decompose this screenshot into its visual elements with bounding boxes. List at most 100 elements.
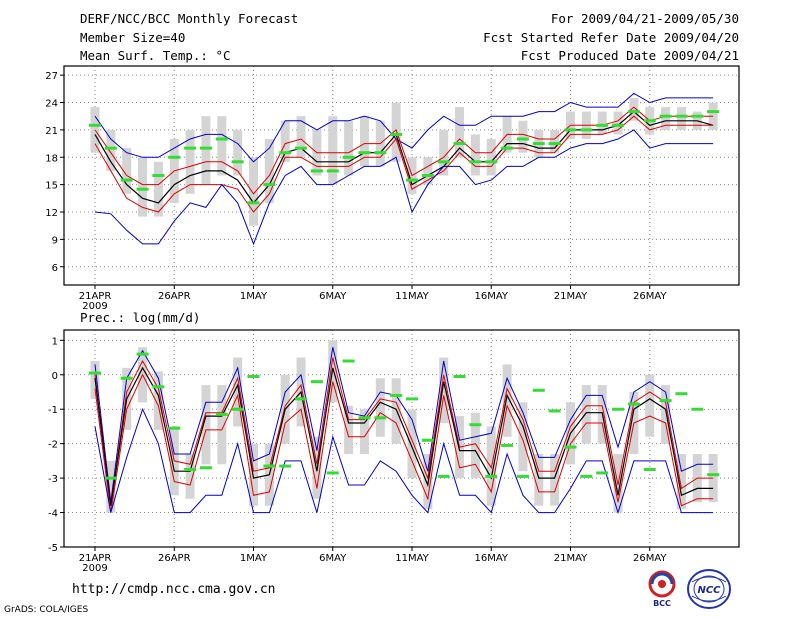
panel1-observed-13 bbox=[295, 146, 308, 150]
panel2-variable-label: Prec.: log(mm/d) bbox=[80, 310, 201, 325]
panel1-box-11 bbox=[264, 139, 274, 203]
panel1-observed-18 bbox=[374, 151, 387, 155]
panel1-box-27 bbox=[518, 120, 528, 153]
panel1-series-min bbox=[94, 129, 714, 246]
panel1-frame bbox=[63, 65, 740, 286]
panel2-series-max bbox=[94, 347, 714, 503]
panel2-observed-17 bbox=[358, 416, 371, 420]
panel1-observed-9 bbox=[231, 160, 244, 164]
panel2-observed-2 bbox=[120, 376, 133, 380]
panel2-xtick-label-0: 21APR bbox=[79, 553, 112, 564]
panel2-observed-25 bbox=[485, 474, 498, 478]
panel1-ytick-label-7: 27 bbox=[45, 71, 58, 82]
panel1-xtick-label-2: 1MAY bbox=[240, 291, 268, 302]
panel2-observed-15 bbox=[326, 471, 339, 475]
panel2-observed-3 bbox=[136, 352, 149, 356]
panel1-box-36 bbox=[661, 107, 671, 130]
panel1-observed-24 bbox=[469, 160, 482, 164]
panel2-box-8 bbox=[217, 385, 227, 465]
panel2-box-19 bbox=[391, 378, 401, 444]
panel1-observed-6 bbox=[184, 146, 197, 150]
panel2-observed-1 bbox=[104, 476, 117, 480]
panel2-ytick-label-5: 0 bbox=[52, 371, 58, 382]
panel2-observed-39 bbox=[707, 473, 720, 477]
panel2-box-4 bbox=[153, 371, 163, 430]
panel1-box-4 bbox=[153, 161, 163, 217]
panel2-observed-32 bbox=[596, 471, 609, 475]
panel2-observed-30 bbox=[564, 445, 577, 449]
panel2-frame bbox=[63, 329, 740, 548]
panel2-observed-18 bbox=[374, 416, 387, 420]
panel2-observed-16 bbox=[342, 359, 355, 363]
panel2-box-16 bbox=[344, 405, 354, 454]
panel1-box-12 bbox=[280, 120, 290, 162]
panel1-observed-10 bbox=[247, 201, 260, 205]
panel2-xtick-label-4: 11MAY bbox=[395, 553, 429, 564]
panel1-box-24 bbox=[470, 134, 480, 176]
panel2-observed-0 bbox=[89, 371, 101, 375]
panel2-ytick-label-4: -1 bbox=[48, 405, 58, 416]
panel1-box-16 bbox=[344, 120, 354, 176]
panel2-box-6 bbox=[185, 454, 195, 499]
panel2-observed-8 bbox=[215, 412, 228, 416]
panel2-observed-28 bbox=[532, 388, 545, 392]
panel2-observed-14 bbox=[310, 380, 323, 384]
panel2-box-22 bbox=[439, 357, 449, 423]
panel1-observed-12 bbox=[279, 151, 292, 155]
panel1-ytick-label-6: 24 bbox=[45, 99, 58, 110]
panel1-box-39 bbox=[708, 102, 718, 130]
panel2-ytick-label-1: -4 bbox=[48, 509, 58, 520]
panel2-box-7 bbox=[201, 385, 211, 465]
panel1-observed-30 bbox=[564, 128, 577, 132]
panel1-xtick-label-7: 26MAY bbox=[633, 291, 667, 302]
panel1-box-37 bbox=[676, 107, 686, 130]
panel1-box-23 bbox=[455, 107, 465, 158]
panel1-observed-37 bbox=[675, 114, 688, 118]
panel1-observed-27 bbox=[516, 137, 529, 141]
panel1-observed-1 bbox=[104, 146, 117, 150]
panel1-xtick-label-0: 21APR bbox=[79, 291, 112, 302]
panel1-series-max bbox=[94, 92, 714, 163]
panel2-series-min bbox=[94, 407, 714, 515]
chart-title: DERF/NCC/BCC Monthly Forecast bbox=[80, 11, 299, 26]
panel2-box-36 bbox=[661, 385, 671, 444]
panel2-xtick-label-3: 6MAY bbox=[319, 553, 347, 564]
panel2-box-24 bbox=[470, 412, 480, 479]
panel1-box-1 bbox=[106, 129, 116, 171]
panel2-xtick-label-7: 26MAY bbox=[633, 553, 667, 564]
panel1-observed-25 bbox=[485, 160, 498, 164]
panel1-box-21 bbox=[423, 157, 433, 185]
panel1-box-29 bbox=[550, 129, 560, 153]
panel1-xtick-label-5: 16MAY bbox=[474, 291, 508, 302]
panel2-observed-4 bbox=[152, 385, 165, 389]
panel2-box-27 bbox=[518, 402, 528, 472]
panel1-observed-34 bbox=[627, 110, 640, 114]
panel2-series-mean bbox=[94, 366, 714, 506]
panel1-box-33 bbox=[613, 111, 623, 135]
panel2-box-18 bbox=[375, 378, 385, 437]
panel1-observed-14 bbox=[310, 169, 323, 173]
panel1-observed-28 bbox=[532, 142, 545, 146]
panel1-box-25 bbox=[486, 139, 496, 176]
ncc-logo-icon: NCC bbox=[687, 569, 731, 609]
panel1-observed-36 bbox=[659, 114, 672, 118]
panel2-observed-29 bbox=[548, 409, 561, 413]
panel1-series-lower bbox=[94, 115, 714, 213]
fcst-produced-date: Fcst Produced Date 2009/04/21 bbox=[520, 48, 739, 63]
panel1-ytick-label-0: 6 bbox=[52, 263, 58, 274]
panel2-box-1 bbox=[106, 460, 116, 513]
footer-url[interactable]: http://cmdp.ncc.cma.gov.cn bbox=[72, 582, 276, 597]
panel1-ytick-label-5: 21 bbox=[45, 126, 58, 137]
panel1-observed-32 bbox=[596, 123, 609, 127]
panel1-box-6 bbox=[185, 129, 195, 194]
panel2-observed-24 bbox=[469, 423, 482, 427]
panel2-box-31 bbox=[581, 385, 591, 444]
panel1-box-7 bbox=[201, 116, 211, 185]
panel2-xyear-label: 2009 bbox=[82, 563, 107, 574]
grads-credit: GrADS: COLA/IGES bbox=[4, 605, 89, 615]
panel1-observed-33 bbox=[612, 123, 625, 127]
panel1-observed-39 bbox=[707, 110, 720, 114]
panel2-box-39 bbox=[708, 454, 718, 503]
panel1-series-upper bbox=[94, 106, 714, 195]
